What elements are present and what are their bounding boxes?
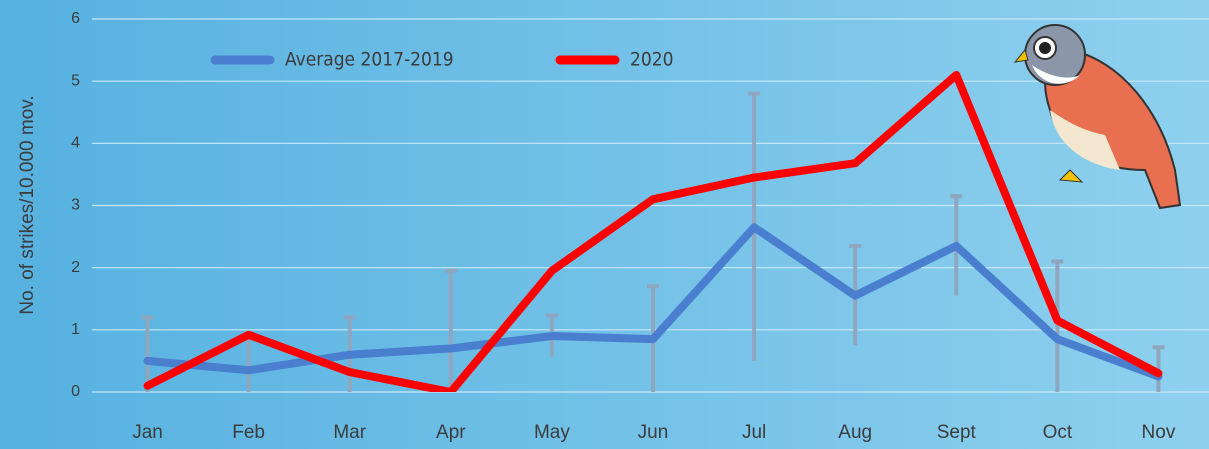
y-tick-label: 2 (71, 259, 80, 276)
y-tick-label: 1 (71, 321, 80, 338)
x-tick-label: Jul (742, 422, 766, 443)
x-tick-label: Jan (132, 422, 163, 443)
x-tick-label: Sept (937, 422, 977, 443)
x-tick-label: Mar (333, 422, 366, 443)
y-tick-label: 6 (71, 10, 80, 27)
y-tick-label: 4 (71, 135, 80, 152)
legend-label: 2020 (630, 49, 674, 71)
y-tick-label: 5 (71, 72, 80, 89)
y-tick-label: 3 (71, 197, 80, 214)
x-tick-label: Apr (436, 422, 466, 443)
x-tick-label: Aug (838, 422, 872, 443)
x-tick-label: Jun (638, 422, 669, 443)
x-tick-label: Feb (232, 422, 265, 443)
y-tick-label: 0 (71, 383, 80, 400)
x-tick-label: May (534, 422, 570, 443)
y-axis-label: No. of strikes/10.000 mov. (17, 95, 38, 314)
x-tick-label: Oct (1043, 422, 1073, 443)
legend-label: Average 2017-2019 (285, 49, 454, 71)
chart: No. of strikes/10.000 mov. 0 1 2 3 4 5 6 Jan Feb… (0, 0, 1209, 449)
x-tick-label: Nov (1142, 422, 1176, 443)
